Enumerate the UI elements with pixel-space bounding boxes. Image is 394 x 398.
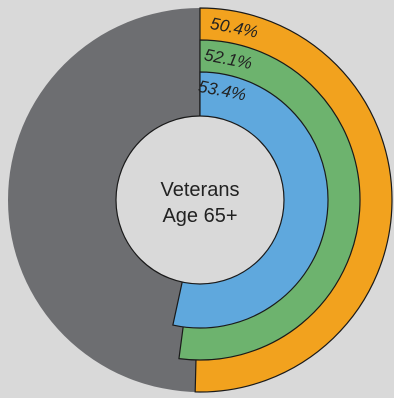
- center-hole: [115, 115, 285, 285]
- center-label-line-2: Age 65+: [162, 205, 237, 227]
- center-label-line-1: Veterans: [161, 179, 240, 201]
